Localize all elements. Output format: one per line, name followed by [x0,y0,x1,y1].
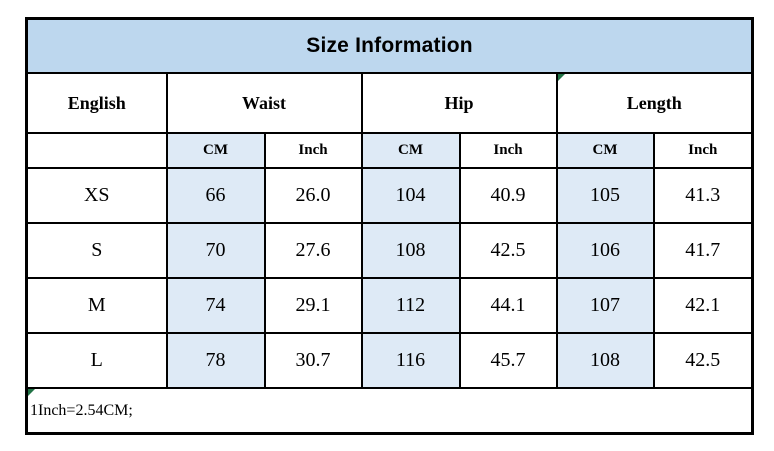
size-label: L [25,332,168,389]
hip-cm-value: 112 [360,277,461,334]
header-waist: Waist [165,72,363,134]
length-cm-value: 108 [555,332,655,389]
hip-inch-value: 40.9 [458,167,558,224]
hip-inch-header: Inch [458,132,558,169]
header-english: English [25,72,168,134]
length-inch-value: 41.3 [652,167,754,224]
waist-cm-value: 70 [165,222,266,279]
waist-cm-value: 78 [165,332,266,389]
waist-inch-header: Inch [263,132,363,169]
waist-inch-value: 30.7 [263,332,363,389]
waist-inch-value: 26.0 [263,167,363,224]
table-row-s: S 70 27.6 108 42.5 106 41.7 [25,222,754,279]
waist-cm-value: 74 [165,277,266,334]
length-inch-value: 42.5 [652,332,754,389]
header-hip: Hip [360,72,558,134]
length-inch-value: 42.1 [652,277,754,334]
size-label: M [25,277,168,334]
header-length: Length [555,72,754,134]
green-triangle-icon [28,389,35,396]
length-inch-header: Inch [652,132,754,169]
length-cm-value: 107 [555,277,655,334]
table-title-row: Size Information [25,17,754,74]
conversion-note-cell: 1Inch=2.54CM; [25,387,754,435]
waist-cm-value: 66 [165,167,266,224]
table-footer-row: 1Inch=2.54CM; [25,387,754,435]
hip-inch-value: 45.7 [458,332,558,389]
table-row-l: L 78 30.7 116 45.7 108 42.5 [25,332,754,389]
size-information-table: Size Information English Waist Hip Lengt… [25,17,755,435]
size-label: XS [25,167,168,224]
table-row-m: M 74 29.1 112 44.1 107 42.1 [25,277,754,334]
size-label: S [25,222,168,279]
hip-cm-value: 104 [360,167,461,224]
hip-cm-value: 108 [360,222,461,279]
length-cm-value: 105 [555,167,655,224]
length-cm-header: CM [555,132,655,169]
waist-inch-value: 27.6 [263,222,363,279]
hip-cm-header: CM [360,132,461,169]
hip-cm-value: 116 [360,332,461,389]
waist-cm-header: CM [165,132,266,169]
hip-inch-value: 44.1 [458,277,558,334]
unit-empty-cell [25,132,168,169]
table-row-xs: XS 66 26.0 104 40.9 105 41.3 [25,167,754,224]
table-title: Size Information [25,17,754,74]
table-header-row: English Waist Hip Length [25,72,754,134]
green-triangle-icon [558,75,565,81]
length-cm-value: 106 [555,222,655,279]
hip-inch-value: 42.5 [458,222,558,279]
length-inch-value: 41.7 [652,222,754,279]
unit-header-row: CM Inch CM Inch CM Inch [25,132,754,169]
conversion-note: 1Inch=2.54CM; [30,401,133,419]
waist-inch-value: 29.1 [263,277,363,334]
header-length-label: Length [626,92,682,113]
